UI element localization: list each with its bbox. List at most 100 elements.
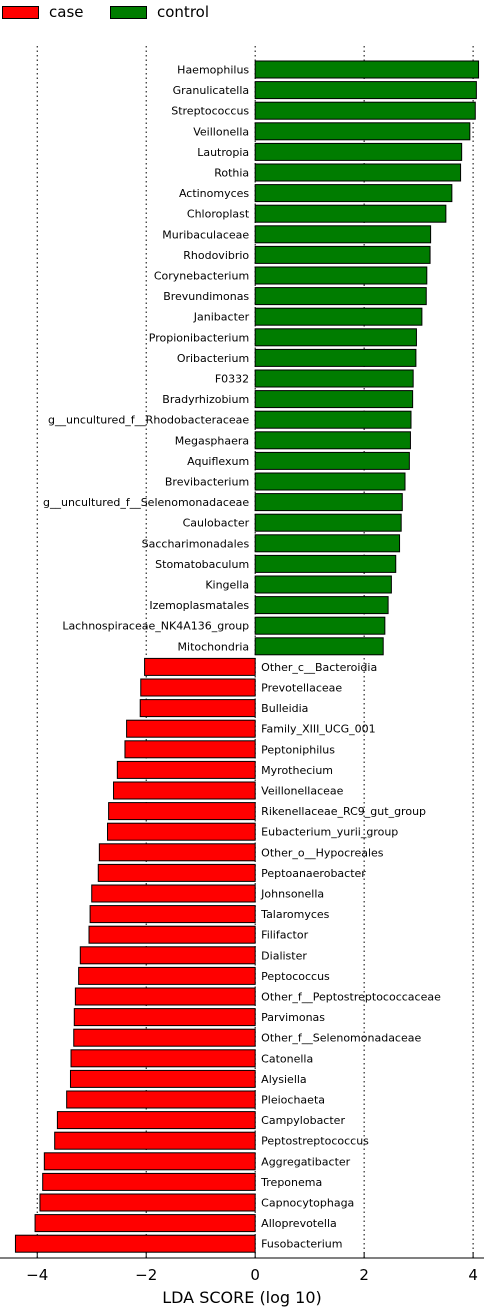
bar-17 [254,390,414,409]
bar-3 [254,101,476,120]
bar-label-6: Rothia [214,167,249,180]
bar-label-35: Myrothecium [261,764,333,777]
bar-28 [254,616,386,635]
bar-27 [254,596,389,615]
bar-label-42: Talaromyces [260,908,329,921]
bar-label-31: Prevotellaceae [261,682,342,695]
bar-6 [254,163,462,182]
bar-41 [91,884,256,903]
bar-7 [254,184,453,203]
bar-label-32: Bulleidia [261,702,308,715]
x-tick-label-0: 0 [250,1266,260,1284]
legend-swatch-control [110,5,147,19]
bar-label-56: Capnocytophaga [261,1197,354,1210]
bar-11 [254,266,428,285]
legend-label-case: case [49,3,84,21]
bar-19 [254,431,411,450]
bar-8 [254,204,447,223]
bar-label-29: Mitochondria [178,640,250,653]
bar-37 [108,802,256,821]
bar-44 [79,946,256,965]
bar-label-22: g__uncultured_f__Selenomonadaceae [43,496,249,509]
bar-label-19: Megasphaera [175,434,249,447]
bar-label-44: Dialister [261,949,307,962]
bar-label-58: Fusobacterium [261,1238,342,1251]
bar-label-40: Peptoanaerobacter [261,867,366,880]
bar-label-15: Oribacterium [177,352,249,365]
bar-51 [66,1090,256,1109]
bar-label-16: F0332 [215,373,249,386]
x-tick-label-4: 4 [468,1266,478,1284]
bar-18 [254,410,412,429]
bar-34 [124,740,256,759]
bar-55 [42,1172,256,1191]
bar-label-14: Propionibacterium [149,331,249,344]
bar-label-13: Janibacter [193,311,250,324]
bar-label-39: Other_o__Hypocreales [261,846,384,859]
bar-53 [54,1131,256,1150]
bar-label-43: Filifactor [261,929,308,942]
bar-label-25: Stomatobaculum [155,558,249,571]
bar-50 [69,1069,256,1088]
bar-14 [254,328,417,347]
bar-label-26: Kingella [205,579,249,592]
bar-label-50: Alysiella [261,1073,307,1086]
bar-label-34: Peptoniphilus [261,743,335,756]
bar-54 [43,1152,256,1171]
bar-label-47: Parvimonas [261,1011,325,1024]
bar-38 [107,822,256,841]
bar-label-18: g__uncultured_f__Rhodobacteraceae [48,414,249,427]
bar-label-4: Veillonella [193,125,249,138]
bar-52 [56,1111,256,1130]
bar-21 [254,472,406,491]
bar-40 [97,863,256,882]
bar-label-7: Actinomyces [179,187,249,200]
bar-label-30: Other_c__Bacteroidia [261,661,377,674]
bar-23 [254,513,402,532]
bar-label-54: Aggregatibacter [261,1155,350,1168]
bar-label-48: Other_f__Selenomonadaceae [261,1032,421,1045]
bar-label-41: Johnsonella [260,888,324,901]
bar-26 [254,575,392,594]
bar-label-17: Bradyrhizobium [162,393,249,406]
legend-item-case: case [2,2,83,22]
bar-29 [254,637,384,656]
bar-43 [88,925,256,944]
bar-49 [70,1049,256,1068]
bar-label-46: Other_f__Peptostreptococcaceae [261,991,441,1004]
bar-13 [254,307,423,326]
bar-label-3: Streptococcus [171,105,249,118]
bar-20 [254,451,410,470]
legend-item-control: control [110,2,209,22]
bar-36 [113,781,256,800]
bar-25 [254,554,397,573]
x-tick-label-2: 2 [359,1266,369,1284]
bar-1 [254,60,480,79]
bar-30 [144,657,256,676]
bar-label-21: Brevibacterium [165,476,249,489]
bar-48 [73,1028,256,1047]
bar-22 [254,493,403,512]
bar-label-38: Eubacterium_yurii_group [261,826,398,839]
bar-label-2: Granulicatella [173,84,250,97]
bar-label-24: Saccharimonadales [142,537,250,550]
bar-label-20: Aquiflexum [187,455,249,468]
bar-39 [98,843,256,862]
legend-label-control: control [157,3,209,21]
bar-57 [34,1214,256,1233]
bar-58 [14,1234,256,1253]
bar-42 [89,905,256,924]
bar-2 [254,81,477,100]
bar-label-28: Lachnospiraceae_NK4A136_group [62,620,249,633]
bar-label-8: Chloroplast [187,208,250,221]
bar-label-11: Corynebacterium [154,270,249,283]
bar-label-1: Haemophilus [177,64,249,77]
bar-12 [254,287,427,306]
bar-label-51: Pleiochaeta [261,1094,325,1107]
legend: case control [0,0,484,24]
bar-label-9: Muribaculaceae [162,228,249,241]
bar-label-49: Catonella [261,1052,313,1065]
bar-56 [39,1193,256,1212]
bar-4 [254,122,471,141]
